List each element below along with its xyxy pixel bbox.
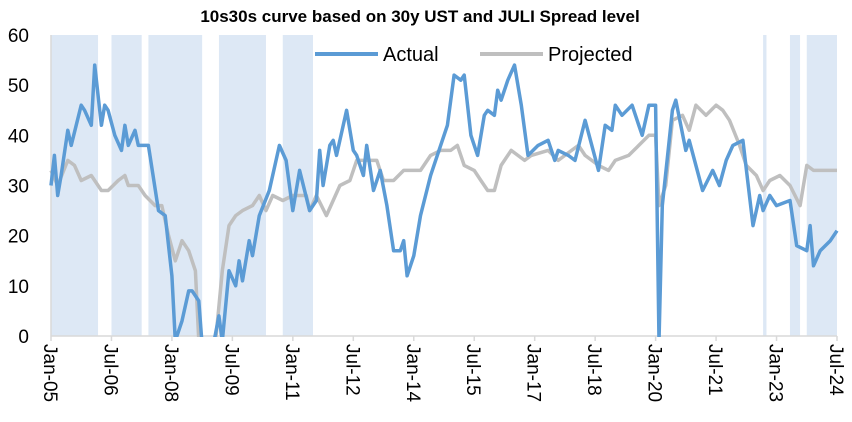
y-tick-label: 10 [8,277,29,298]
legend: Actual Projected [315,44,633,66]
y-tick-label: 40 [8,126,29,147]
chart-title: 10s30s curve based on 30y UST and JULI S… [200,7,639,26]
shaded-period [148,35,203,336]
shaded-period [806,35,837,336]
legend-label-actual: Actual [383,44,439,66]
series-line-actual [49,63,839,337]
shaded-period [789,35,801,336]
x-tick-label: Jul-21 [704,344,725,396]
x-tick-label: Jul-24 [825,344,846,396]
x-tick-label: Jan-05 [39,344,60,402]
x-tick-label: Jul-06 [99,344,120,396]
x-tick-label: Jan-14 [402,344,423,403]
x-tick-label: Jul-18 [583,344,604,396]
series-lines [49,63,839,337]
y-tick-label: 20 [8,227,29,248]
y-tick-label: 30 [8,177,29,198]
x-tick-label: Jan-17 [523,344,544,402]
x-tick-label: Jul-15 [462,344,483,396]
x-tick-label: Jan-23 [765,344,786,402]
x-tick-label: Jan-08 [160,344,181,402]
x-tick-label: Jan-20 [644,344,665,402]
y-tick-label: 60 [8,26,29,47]
y-tick-label: 0 [18,327,29,348]
axes: 0 10 20 30 40 50 60 Jan-05 Jul-06 Jan-08 Jul-09 Jan… [8,26,846,403]
x-tick-label: Jul-12 [341,344,362,396]
x-tick-label: Jul-09 [220,344,241,396]
x-tick-label: Jan-11 [281,344,302,401]
y-tick-label: 50 [8,76,29,97]
legend-label-projected: Projected [548,44,633,66]
